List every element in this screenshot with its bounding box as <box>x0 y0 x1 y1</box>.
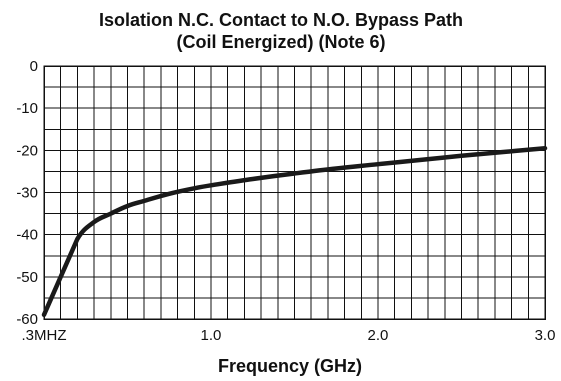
y-tick-label: -10 <box>16 100 38 117</box>
chart-subtitle: (Coil Energized) (Note 6) <box>176 32 385 52</box>
x-tick-label: .3MHZ <box>22 327 67 344</box>
plot-grid <box>44 66 545 319</box>
x-tick-labels: .3MHZ 1.0 2.0 3.0 <box>22 327 556 344</box>
y-tick-labels: 0 -10 -20 -30 -40 -50 -60 <box>16 58 38 328</box>
x-tick-label: 1.0 <box>201 327 222 344</box>
y-tick-label: 0 <box>30 58 38 75</box>
x-axis-label: Frequency (GHz) <box>218 356 362 376</box>
x-tick-label: 2.0 <box>368 327 389 344</box>
y-tick-label: -60 <box>16 311 38 328</box>
y-tick-label: -50 <box>16 269 38 286</box>
x-tick-label: 3.0 <box>535 327 556 344</box>
plot-frame <box>43 65 546 320</box>
y-tick-label: -20 <box>16 142 38 159</box>
series-line <box>41 145 548 318</box>
y-tick-label: -30 <box>16 185 38 202</box>
y-tick-label: -40 <box>16 227 38 244</box>
chart-title: Isolation N.C. Contact to N.O. Bypass Pa… <box>99 10 463 30</box>
